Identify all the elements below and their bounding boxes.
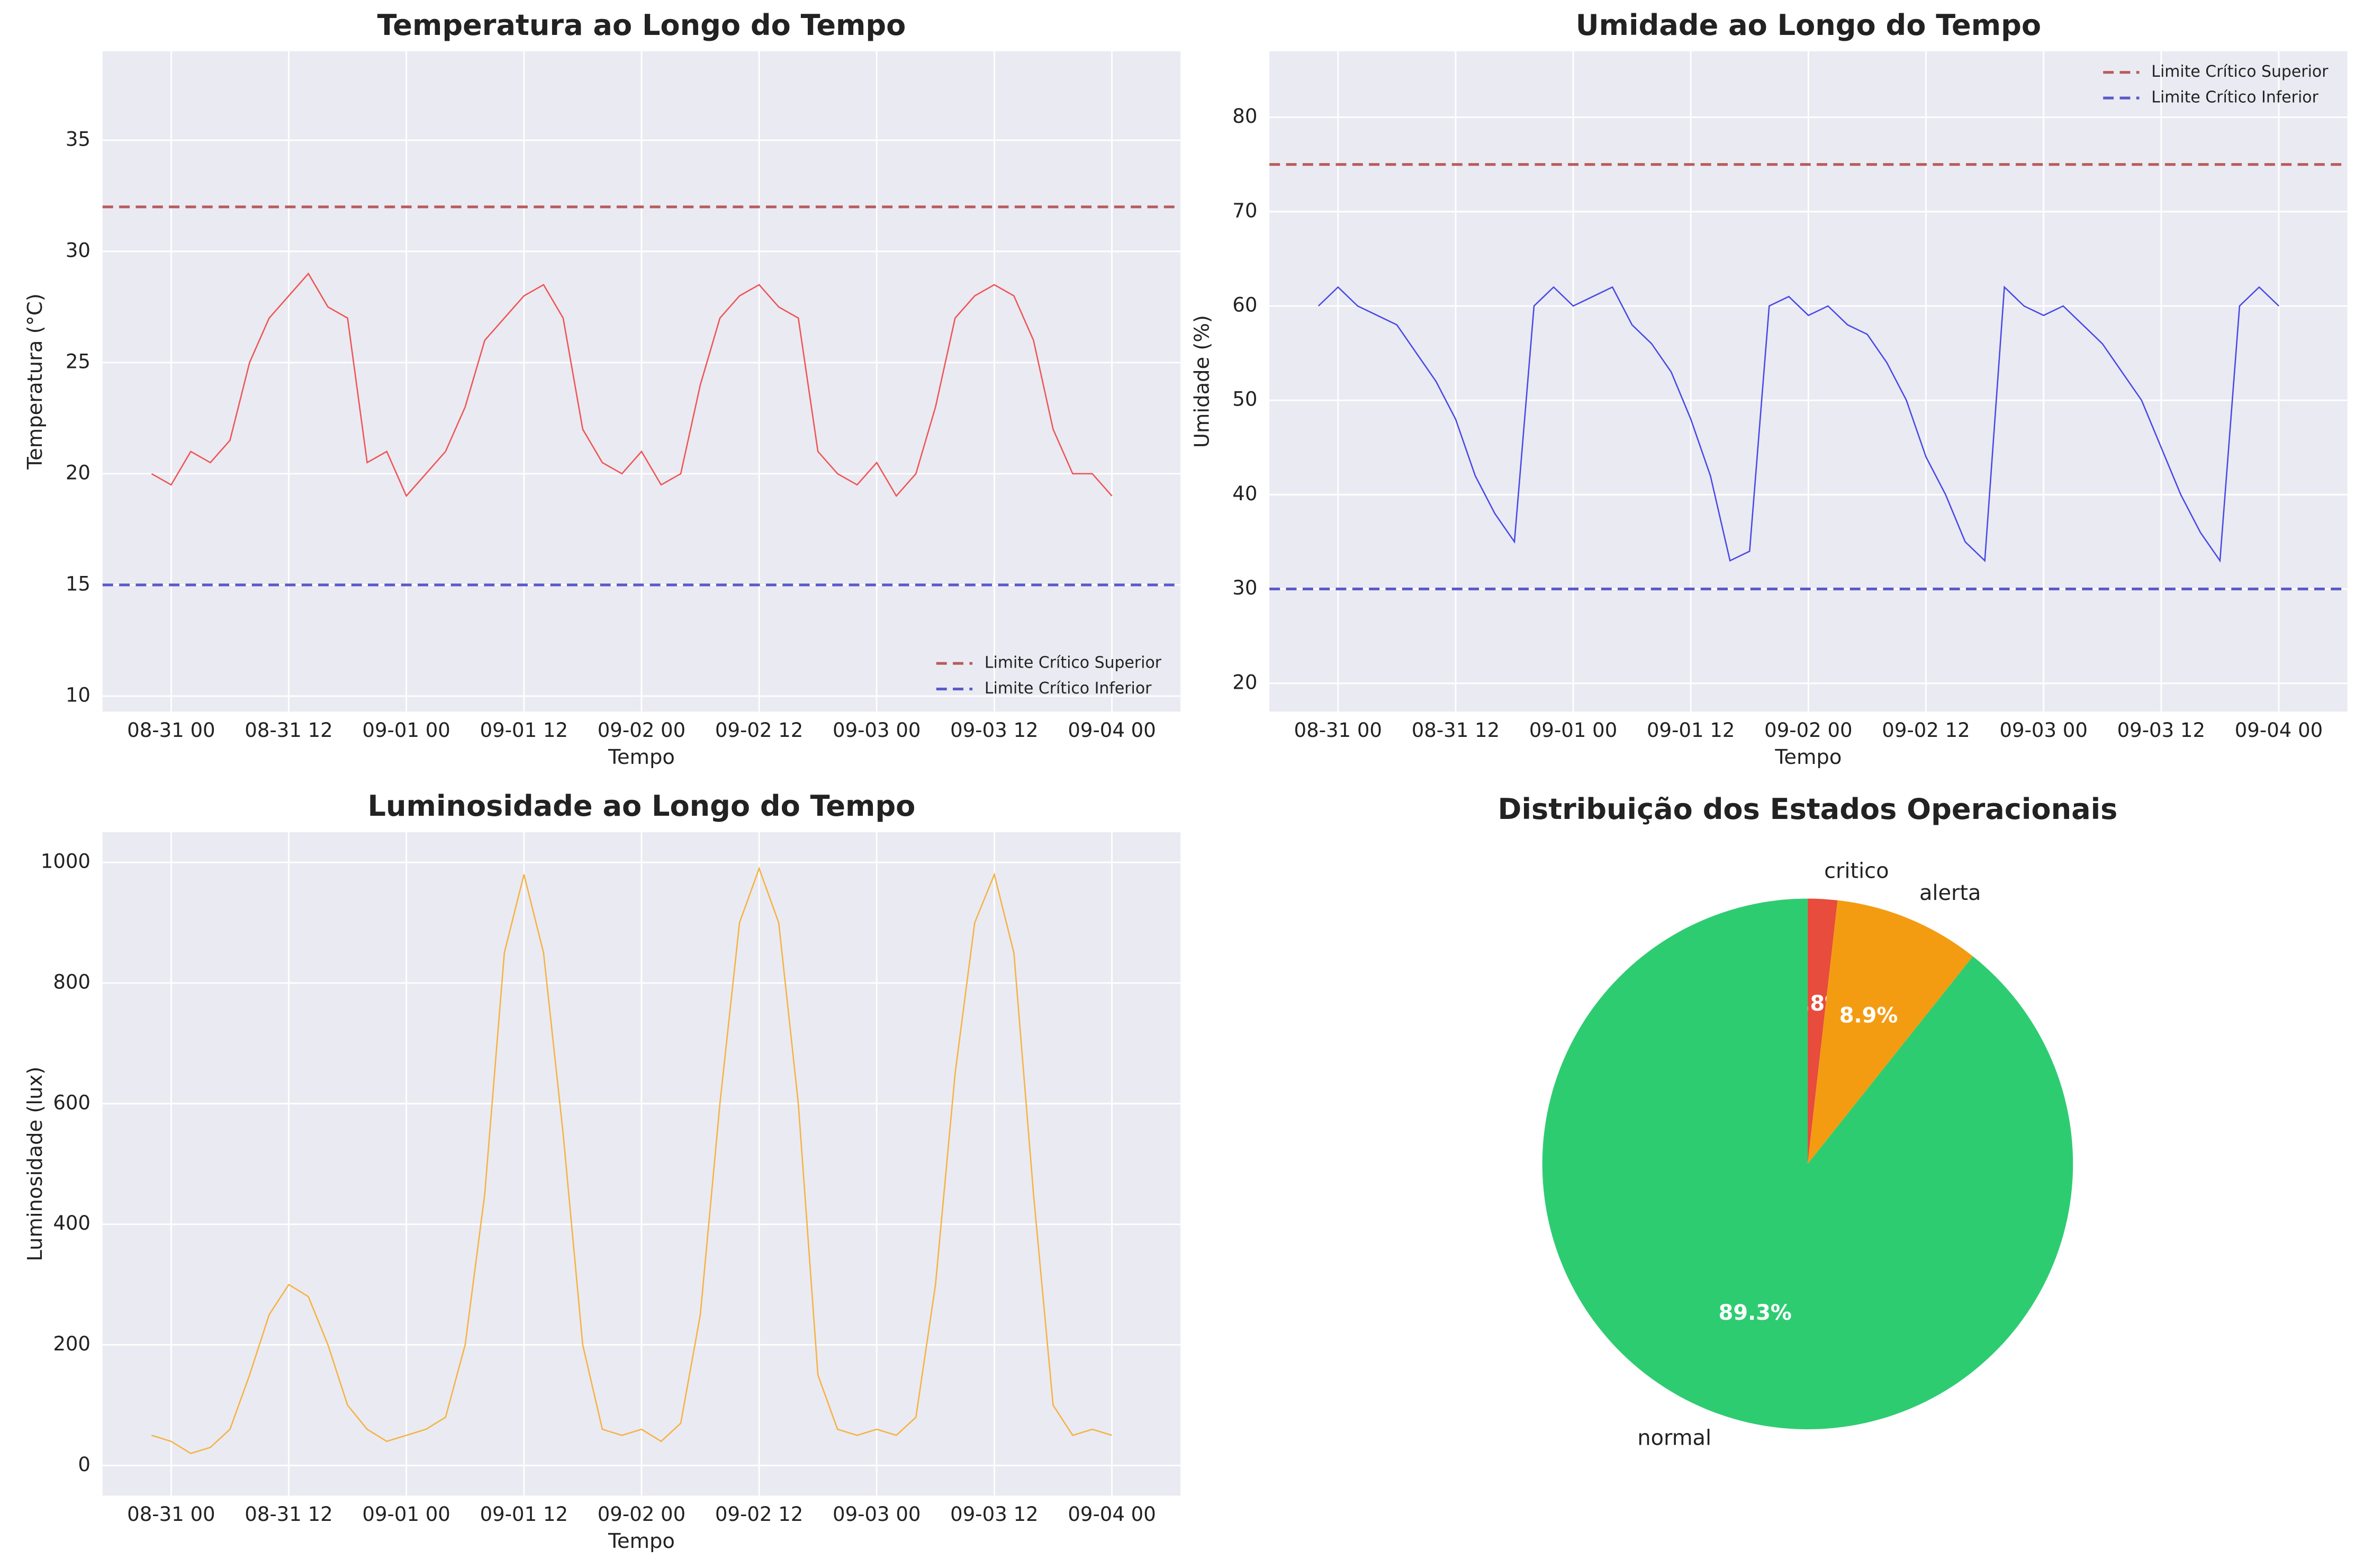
y-tick-label: 1000 xyxy=(41,850,91,873)
pie-slice xyxy=(1542,898,2073,1429)
data-line xyxy=(151,272,1113,498)
x-axis-label: Tempo xyxy=(608,745,675,769)
x-tick-label: 09-02 12 xyxy=(715,719,803,742)
y-tick-label: 600 xyxy=(53,1091,91,1114)
line-chart: 10 15 20 25 30 35 08-31 00 08-31 12 09-01 00 09-0… xyxy=(23,8,1181,769)
y-tick-label: 60 xyxy=(1232,293,1257,316)
x-tick-label: 09-01 00 xyxy=(362,719,450,742)
y-tick-label: 50 xyxy=(1232,388,1257,411)
slice-label: alerta xyxy=(1919,881,1981,905)
x-tick-label: 09-03 00 xyxy=(1999,719,2087,742)
x-tick-label: 09-03 00 xyxy=(833,719,921,742)
x-tick-label: 08-31 12 xyxy=(245,719,332,742)
x-tick-label: 09-01 00 xyxy=(1529,719,1617,742)
y-tick-label: 0 xyxy=(78,1453,91,1476)
x-tick-label: 09-03 00 xyxy=(833,1503,921,1526)
y-tick-label: 15 xyxy=(66,572,91,595)
slice-percent: 89.3% xyxy=(1719,1301,1792,1325)
data-line xyxy=(1318,285,2279,563)
line-chart: 0 200 400 600 800 1000 08-31 00 08-31 12 09-01 0… xyxy=(23,789,1181,1553)
x-tick-label: 09-04 00 xyxy=(1068,719,1156,742)
legend-label: Limite Crítico Superior xyxy=(2151,62,2329,81)
legend-label: Limite Crítico Inferior xyxy=(2151,88,2318,107)
x-tick-label: 09-02 12 xyxy=(1882,719,1970,742)
y-tick-label: 800 xyxy=(53,970,91,993)
x-axis-label: Tempo xyxy=(608,1529,675,1553)
y-tick-label: 400 xyxy=(53,1212,91,1234)
x-tick-label: 08-31 00 xyxy=(1294,719,1382,742)
x-tick-label: 09-02 00 xyxy=(598,719,685,742)
chart-title: Umidade ao Longo do Tempo xyxy=(1576,8,2041,42)
x-tick-label: 09-04 00 xyxy=(1068,1503,1156,1526)
data-line xyxy=(151,866,1112,1454)
pie-slice xyxy=(1807,898,1838,1164)
y-tick-label: 25 xyxy=(66,350,91,373)
y-tick-label: 200 xyxy=(53,1332,91,1355)
pie-slice xyxy=(1807,900,1973,1164)
slice-label: critico xyxy=(1824,859,1889,884)
x-tick-label: 09-01 00 xyxy=(362,1503,450,1526)
pie-chart: critico1.8%alerta8.9%normal89.3%Distribu… xyxy=(1498,792,2118,1450)
y-axis-label: Temperatura (°C) xyxy=(23,293,47,470)
x-tick-label: 09-04 00 xyxy=(2235,719,2323,742)
x-tick-label: 09-02 00 xyxy=(1764,719,1852,742)
x-tick-label: 09-02 00 xyxy=(598,1503,685,1526)
y-axis-label: Luminosidade (lux) xyxy=(23,1067,47,1261)
y-tick-label: 30 xyxy=(66,239,91,262)
x-axis-label: Tempo xyxy=(1774,745,1842,769)
chart-title: Luminosidade ao Longo do Tempo xyxy=(368,789,916,823)
legend-label: Limite Crítico Superior xyxy=(985,654,1162,672)
line-chart: 20 30 40 50 60 70 80 08-31 00 08-31 12 09-01 00 09… xyxy=(1190,8,2348,769)
y-tick-label: 35 xyxy=(66,128,91,150)
y-axis-label: Umidade (%) xyxy=(1190,315,1214,448)
slice-label: normal xyxy=(1637,1426,1711,1450)
y-tick-label: 80 xyxy=(1232,105,1257,128)
legend-label: Limite Crítico Inferior xyxy=(985,679,1152,698)
slice-percent: 8.9% xyxy=(1839,1003,1898,1028)
chart-title: Temperatura ao Longo do Tempo xyxy=(377,8,906,42)
x-tick-label: 08-31 00 xyxy=(127,719,215,742)
y-tick-label: 40 xyxy=(1232,482,1257,505)
x-tick-label: 09-02 12 xyxy=(715,1503,803,1526)
x-tick-label: 08-31 12 xyxy=(245,1503,332,1526)
y-tick-label: 70 xyxy=(1232,199,1257,222)
x-tick-label: 09-01 12 xyxy=(480,719,568,742)
y-tick-label: 10 xyxy=(66,683,91,706)
x-tick-label: 09-01 12 xyxy=(1647,719,1735,742)
x-tick-label: 09-01 12 xyxy=(480,1503,568,1526)
chart-title: Distribuição dos Estados Operacionais xyxy=(1498,792,2118,826)
y-tick-label: 30 xyxy=(1232,576,1257,599)
y-tick-label: 20 xyxy=(1232,671,1257,693)
x-tick-label: 08-31 12 xyxy=(1412,719,1500,742)
x-tick-label: 09-03 12 xyxy=(2117,719,2205,742)
x-tick-label: 08-31 00 xyxy=(127,1503,215,1526)
y-tick-label: 20 xyxy=(66,461,91,484)
x-tick-label: 09-03 12 xyxy=(950,719,1038,742)
x-tick-label: 09-03 12 xyxy=(950,1503,1038,1526)
